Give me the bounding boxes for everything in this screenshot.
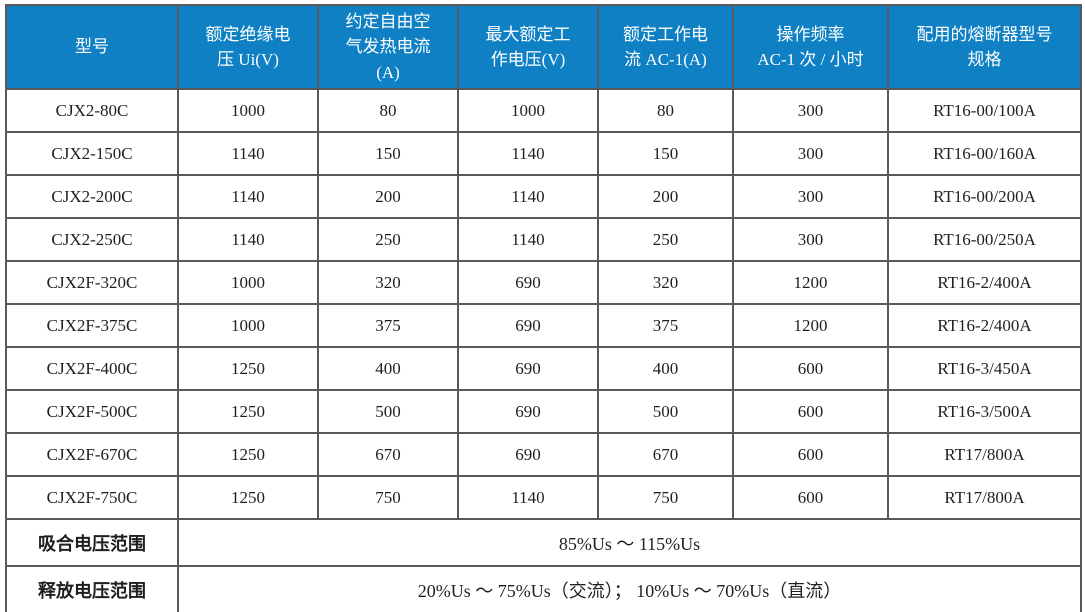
ui-cell: 1000 — [177, 88, 319, 133]
header-fuse-spec: 配用的熔断器型号 规格 — [887, 4, 1082, 90]
model-cell: CJX2F-670C — [5, 432, 179, 477]
header-conventional-thermal-current: 约定自由空 气发热电流 (A) — [317, 4, 459, 90]
header-operating-frequency: 操作频率 AC-1 次 / 小时 — [732, 4, 889, 90]
model-cell: CJX2F-500C — [5, 389, 179, 434]
ie-cell: 80 — [597, 88, 734, 133]
release-voltage-label: 释放电压范围 — [5, 565, 179, 612]
header-rated-insulation-voltage: 额定绝缘电压 Ui(V) — [177, 4, 319, 90]
ue-cell: 1140 — [457, 217, 599, 262]
ith-cell: 375 — [317, 303, 459, 348]
ui-cell: 1250 — [177, 389, 319, 434]
table-row: CJX2F-670C 1250 670 690 670 600 RT17/800… — [5, 432, 1082, 477]
attraction-voltage-row: 吸合电压范围 85%Us ～ 115%Us — [5, 518, 1082, 567]
ith-cell: 500 — [317, 389, 459, 434]
release-voltage-value: 20%Us ～ 75%Us（交流）； 10%Us ～ 70%Us（直流） — [177, 565, 1082, 612]
ith-cell: 150 — [317, 131, 459, 176]
fuse-cell: RT17/800A — [887, 432, 1082, 477]
ue-cell: 1140 — [457, 475, 599, 520]
model-cell: CJX2F-750C — [5, 475, 179, 520]
freq-cell: 600 — [732, 432, 889, 477]
ue-cell: 690 — [457, 432, 599, 477]
ie-cell: 670 — [597, 432, 734, 477]
ue-cell: 690 — [457, 389, 599, 434]
header-row: 型号 额定绝缘电压 Ui(V) 约定自由空 气发热电流 (A) 最大额定工 作电压(V… — [5, 4, 1082, 90]
table-row: CJX2F-320C 1000 320 690 320 1200 RT16-2/… — [5, 260, 1082, 305]
fuse-cell: RT16-2/400A — [887, 260, 1082, 305]
model-cell: CJX2F-320C — [5, 260, 179, 305]
ie-cell: 400 — [597, 346, 734, 391]
fuse-cell: RT16-2/400A — [887, 303, 1082, 348]
table-row: CJX2-80C 1000 80 1000 80 300 RT16-00/100… — [5, 88, 1082, 133]
model-cell: CJX2F-375C — [5, 303, 179, 348]
ue-cell: 1140 — [457, 131, 599, 176]
table-row: CJX2F-750C 1250 750 1140 750 600 RT17/80… — [5, 475, 1082, 520]
model-cell: CJX2F-400C — [5, 346, 179, 391]
header-model: 型号 — [5, 4, 179, 90]
model-cell: CJX2-150C — [5, 131, 179, 176]
freq-cell: 300 — [732, 174, 889, 219]
model-cell: CJX2-200C — [5, 174, 179, 219]
ith-cell: 200 — [317, 174, 459, 219]
attraction-voltage-value: 85%Us ～ 115%Us — [177, 518, 1082, 567]
attraction-voltage-label: 吸合电压范围 — [5, 518, 179, 567]
ith-cell: 250 — [317, 217, 459, 262]
fuse-cell: RT16-00/250A — [887, 217, 1082, 262]
ith-cell: 320 — [317, 260, 459, 305]
ie-cell: 500 — [597, 389, 734, 434]
ue-cell: 1140 — [457, 174, 599, 219]
table-row: CJX2-250C 1140 250 1140 250 300 RT16-00/… — [5, 217, 1082, 262]
ie-cell: 150 — [597, 131, 734, 176]
header-rated-working-current: 额定工作电流 AC-1(A) — [597, 4, 734, 90]
freq-cell: 600 — [732, 389, 889, 434]
ue-cell: 690 — [457, 303, 599, 348]
ie-cell: 250 — [597, 217, 734, 262]
ue-cell: 1000 — [457, 88, 599, 133]
fuse-cell: RT16-3/500A — [887, 389, 1082, 434]
release-voltage-row: 释放电压范围 20%Us ～ 75%Us（交流）； 10%Us ～ 70%Us（… — [5, 565, 1082, 612]
table-row: CJX2-200C 1140 200 1140 200 300 RT16-00/… — [5, 174, 1082, 219]
freq-cell: 300 — [732, 88, 889, 133]
ui-cell: 1250 — [177, 432, 319, 477]
freq-cell: 300 — [732, 131, 889, 176]
header-max-working-voltage: 最大额定工 作电压(V) — [457, 4, 599, 90]
fuse-cell: RT16-3/450A — [887, 346, 1082, 391]
fuse-cell: RT16-00/200A — [887, 174, 1082, 219]
ie-cell: 200 — [597, 174, 734, 219]
ith-cell: 670 — [317, 432, 459, 477]
fuse-cell: RT16-00/100A — [887, 88, 1082, 133]
ui-cell: 1250 — [177, 346, 319, 391]
model-cell: CJX2-250C — [5, 217, 179, 262]
ue-cell: 690 — [457, 260, 599, 305]
fuse-cell: RT16-00/160A — [887, 131, 1082, 176]
table-row: CJX2F-400C 1250 400 690 400 600 RT16-3/4… — [5, 346, 1082, 391]
ui-cell: 1250 — [177, 475, 319, 520]
ie-cell: 320 — [597, 260, 734, 305]
ith-cell: 750 — [317, 475, 459, 520]
contactor-spec-table: 型号 额定绝缘电压 Ui(V) 约定自由空 气发热电流 (A) 最大额定工 作电压(V… — [5, 4, 1082, 612]
ui-cell: 1140 — [177, 174, 319, 219]
table-row: CJX2F-500C 1250 500 690 500 600 RT16-3/5… — [5, 389, 1082, 434]
freq-cell: 600 — [732, 475, 889, 520]
model-cell: CJX2-80C — [5, 88, 179, 133]
ith-cell: 400 — [317, 346, 459, 391]
ie-cell: 375 — [597, 303, 734, 348]
ie-cell: 750 — [597, 475, 734, 520]
ui-cell: 1140 — [177, 217, 319, 262]
freq-cell: 1200 — [732, 260, 889, 305]
freq-cell: 600 — [732, 346, 889, 391]
ue-cell: 690 — [457, 346, 599, 391]
ui-cell: 1140 — [177, 131, 319, 176]
freq-cell: 300 — [732, 217, 889, 262]
ui-cell: 1000 — [177, 303, 319, 348]
table-row: CJX2-150C 1140 150 1140 150 300 RT16-00/… — [5, 131, 1082, 176]
ith-cell: 80 — [317, 88, 459, 133]
fuse-cell: RT17/800A — [887, 475, 1082, 520]
ui-cell: 1000 — [177, 260, 319, 305]
freq-cell: 1200 — [732, 303, 889, 348]
table-row: CJX2F-375C 1000 375 690 375 1200 RT16-2/… — [5, 303, 1082, 348]
